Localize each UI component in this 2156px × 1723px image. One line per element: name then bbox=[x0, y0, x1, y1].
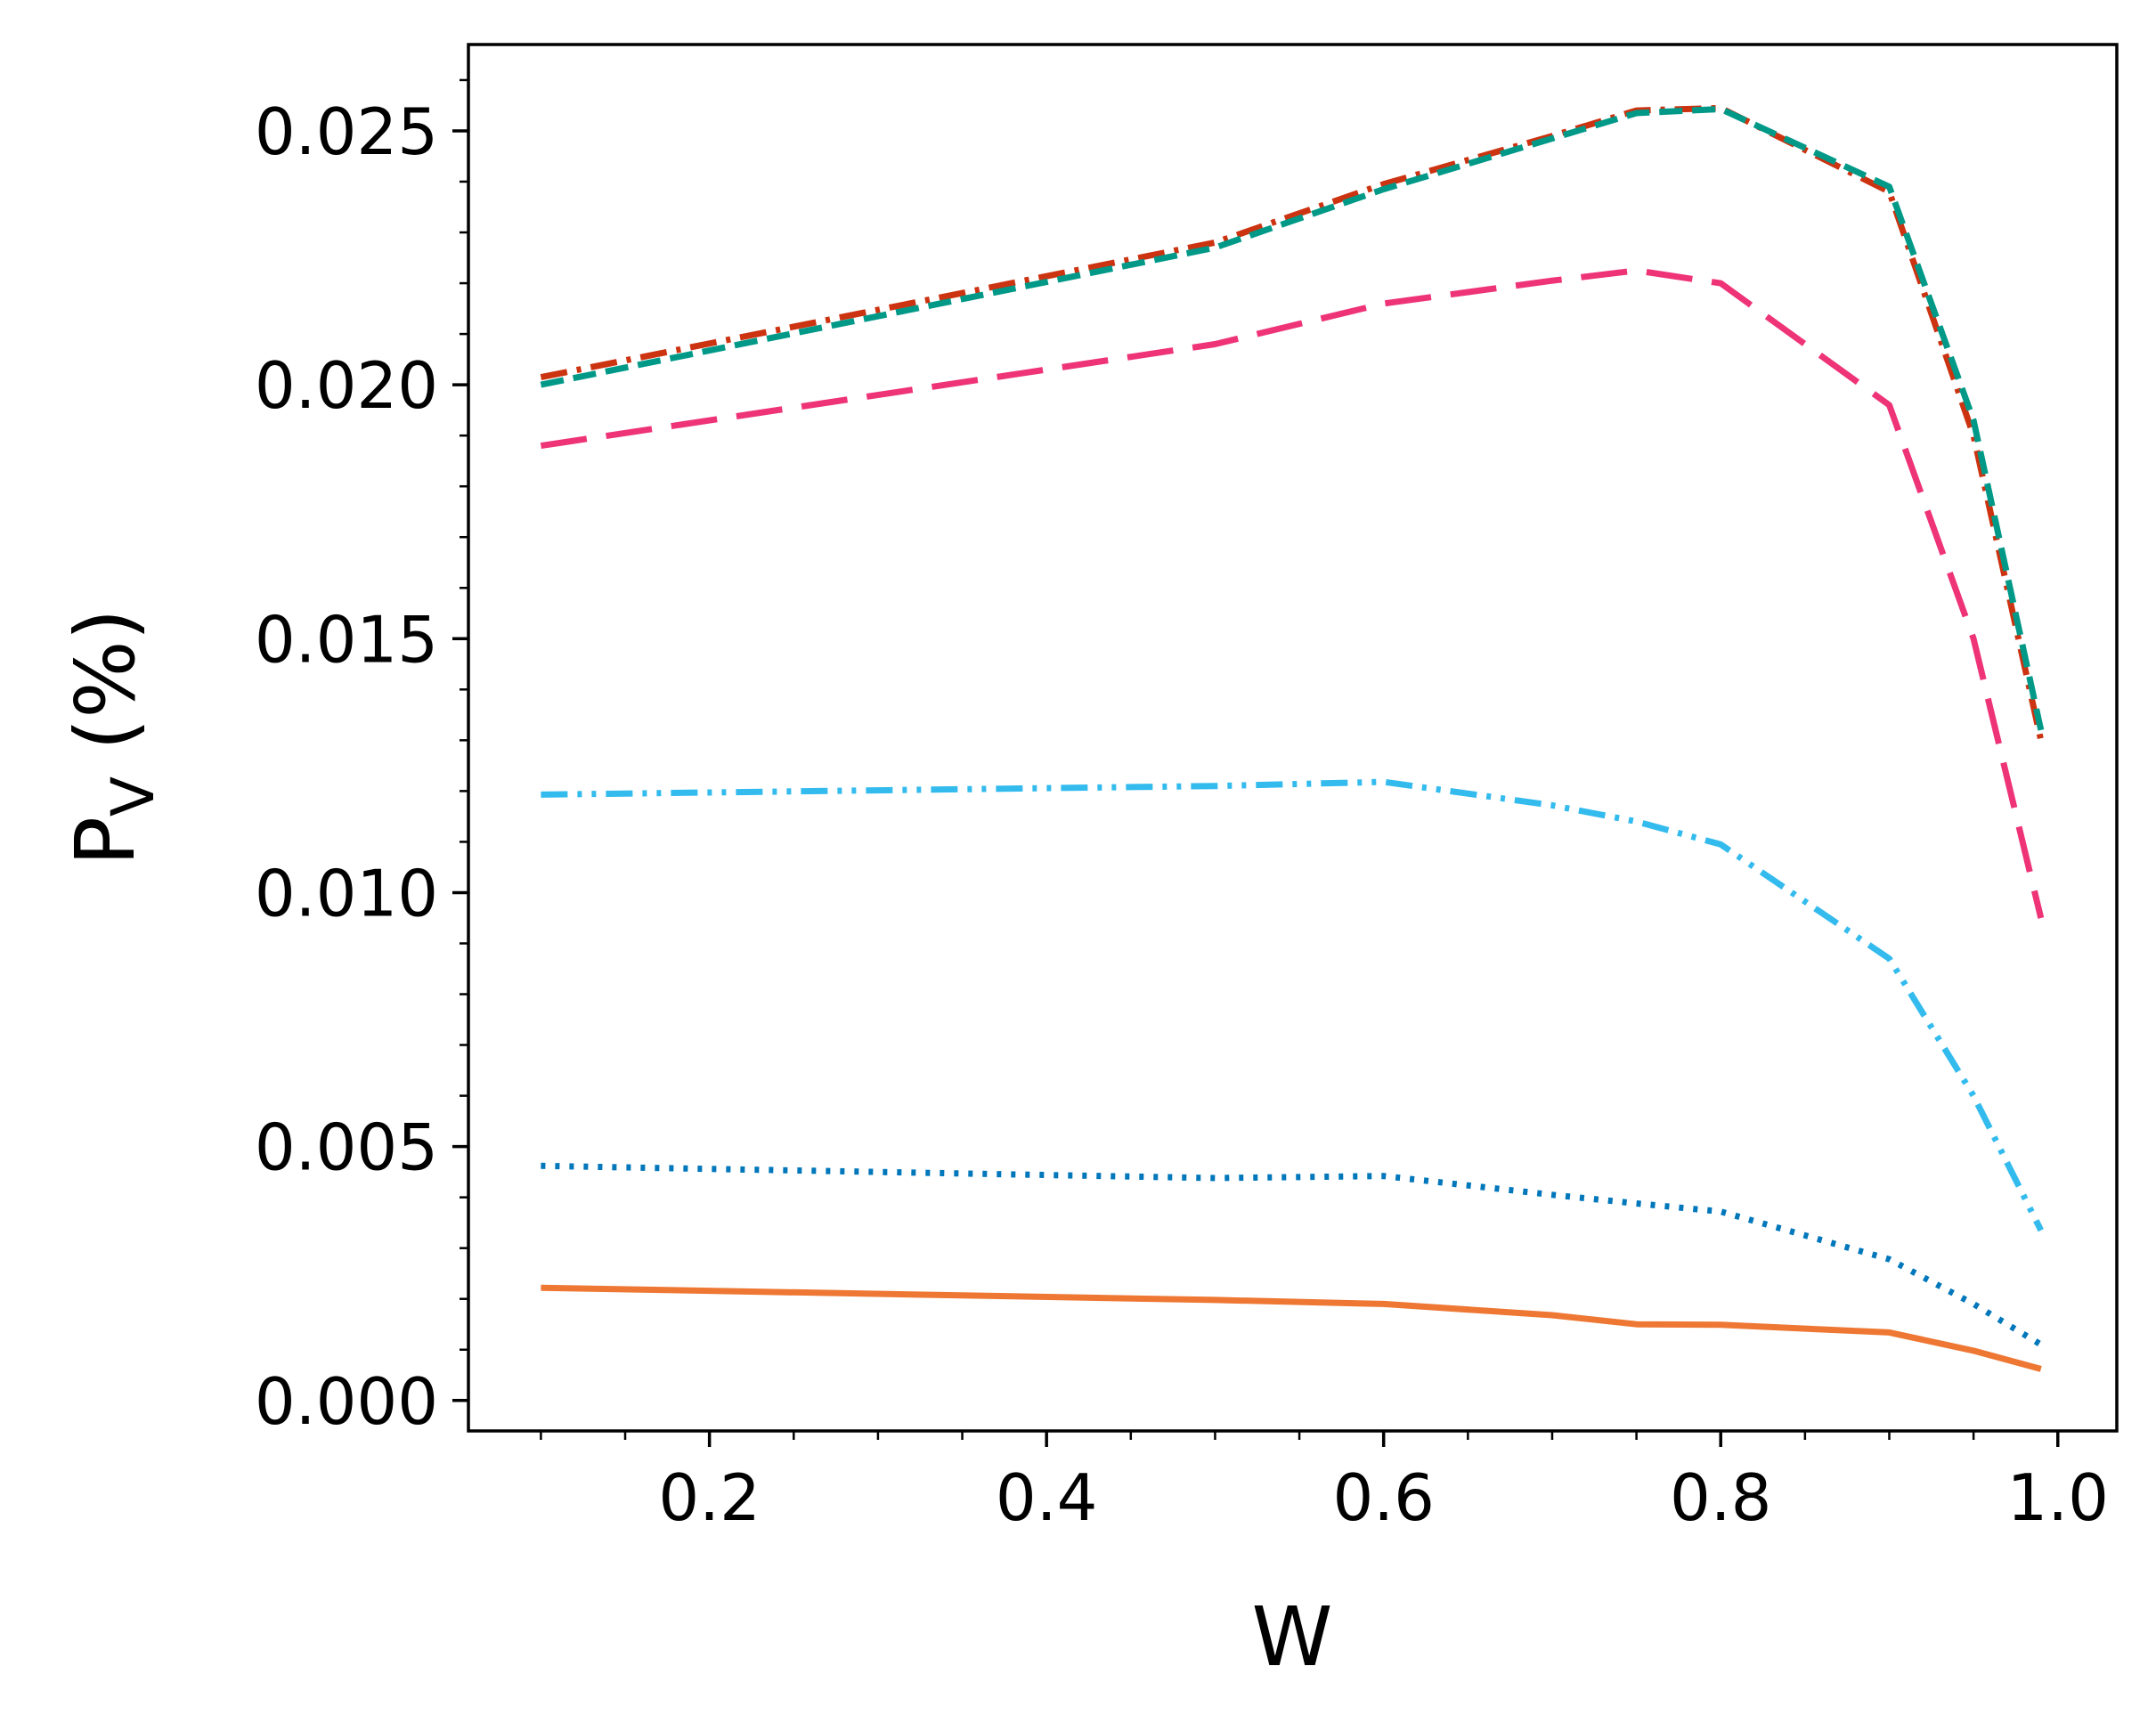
x-tick-label: 0.8 bbox=[1670, 1460, 1772, 1535]
y-tick-label: 0.005 bbox=[255, 1110, 438, 1185]
y-tick-label: 0.000 bbox=[255, 1364, 438, 1439]
y-tick-label: 0.025 bbox=[255, 94, 438, 169]
x-tick-label: 0.6 bbox=[1332, 1460, 1435, 1535]
labels-layer: 0.2 0.4 0.6 0.8 1.0 0.000 0.005 0.010 0.015 0.020… bbox=[255, 94, 2109, 1535]
series-line-3 bbox=[541, 778, 2044, 1232]
series-line-4 bbox=[540, 267, 2045, 919]
plot-background bbox=[468, 45, 2117, 1431]
y-axis-title-subscript: V bbox=[99, 776, 167, 817]
plot-frame bbox=[467, 43, 2119, 1433]
y-tick-label: 0.015 bbox=[255, 602, 438, 677]
x-tick-label: 0.2 bbox=[658, 1460, 761, 1535]
y-tick-label: 0.010 bbox=[255, 856, 438, 931]
series-line-6 bbox=[540, 105, 2045, 731]
series-layer bbox=[540, 104, 2045, 1372]
y-tick-label: 0.020 bbox=[255, 348, 438, 423]
x-tick-label: 1.0 bbox=[2006, 1460, 2109, 1535]
x-tick-label: 0.4 bbox=[996, 1460, 1098, 1535]
x-axis-title: W bbox=[1252, 1589, 1333, 1685]
y-axis-title-main: P bbox=[58, 817, 153, 866]
series-line-1 bbox=[541, 1284, 2042, 1372]
y-axis-title-suffix: (%) bbox=[58, 608, 153, 776]
series-line-2 bbox=[541, 1162, 2043, 1347]
y-axis-title: PV (%) bbox=[58, 608, 167, 866]
